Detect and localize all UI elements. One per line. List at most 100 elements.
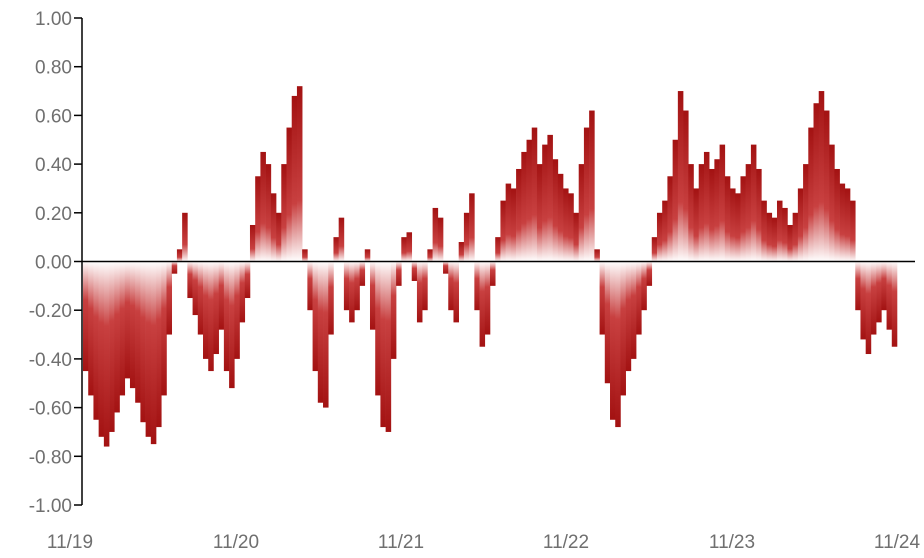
x-tick-label: 11/23 <box>709 532 755 553</box>
bar <box>93 261 99 420</box>
bar <box>510 188 517 262</box>
bar <box>359 261 366 286</box>
bar <box>500 200 506 262</box>
bar <box>312 261 319 372</box>
bar <box>317 261 324 403</box>
bar <box>437 217 444 262</box>
bar <box>745 164 752 262</box>
bar <box>197 261 204 335</box>
bar <box>338 217 345 262</box>
bar <box>213 261 219 355</box>
bar <box>735 193 741 262</box>
bar <box>719 144 726 262</box>
bar <box>578 164 585 262</box>
bar <box>140 261 146 423</box>
bar <box>286 127 293 262</box>
bar <box>630 261 637 359</box>
bar <box>385 261 392 432</box>
y-axis-ticks: 1.00 0.80 0.60 0.40 0.20 0.00 -0.20 -0.40 -0.60 -… <box>29 9 82 517</box>
bar <box>860 261 866 340</box>
bar <box>109 261 115 432</box>
bar <box>573 212 580 262</box>
bar <box>83 261 89 372</box>
bar <box>244 261 251 299</box>
bar <box>782 207 788 262</box>
bar <box>865 261 872 355</box>
bar <box>542 144 548 262</box>
bar <box>458 242 465 262</box>
bar <box>557 173 564 262</box>
bar <box>88 261 94 396</box>
bar <box>270 193 277 262</box>
bar <box>672 139 679 262</box>
bar <box>761 200 767 262</box>
bar <box>636 261 642 335</box>
bar <box>505 183 512 262</box>
bar <box>552 159 559 262</box>
bar <box>276 212 282 262</box>
y-tick-label: -1.00 <box>29 496 72 517</box>
bar <box>354 261 360 311</box>
bar <box>667 176 673 262</box>
bar <box>187 261 193 299</box>
bar <box>406 232 413 262</box>
bar <box>208 261 214 372</box>
x-tick-label: 11/21 <box>378 532 424 553</box>
bar <box>495 237 501 262</box>
bar <box>307 261 313 311</box>
bar <box>323 261 329 408</box>
bar <box>531 127 538 262</box>
bar <box>229 261 235 389</box>
bar <box>876 261 882 323</box>
bar <box>870 261 877 335</box>
bar <box>474 261 480 311</box>
bar <box>516 168 522 262</box>
bar <box>677 91 684 262</box>
bar <box>343 261 350 311</box>
bar <box>396 261 402 286</box>
bar <box>656 212 663 262</box>
bar <box>547 134 553 262</box>
bar <box>479 261 486 347</box>
bar <box>829 144 835 262</box>
bar <box>604 261 611 384</box>
bar <box>536 164 543 262</box>
bar <box>583 127 590 262</box>
y-tick-label: -0.20 <box>29 301 72 322</box>
bar <box>171 261 178 274</box>
bar <box>724 176 731 262</box>
bar <box>886 261 893 330</box>
bar <box>260 151 266 262</box>
bar <box>328 261 334 335</box>
bar <box>192 261 199 316</box>
bar <box>375 261 381 396</box>
bar <box>662 200 668 262</box>
bar <box>683 110 689 262</box>
bar <box>839 183 846 262</box>
bar <box>443 261 449 274</box>
bar <box>422 261 428 311</box>
bar <box>349 261 355 323</box>
bar <box>469 193 475 262</box>
y-tick-label: -0.40 <box>29 350 72 371</box>
bar <box>589 110 595 262</box>
bar <box>291 95 298 262</box>
bar <box>249 224 256 262</box>
bar <box>803 164 809 262</box>
bar <box>620 261 626 396</box>
bar <box>432 207 439 262</box>
bar <box>881 261 887 311</box>
bar <box>844 188 851 262</box>
y-tick-label: -0.80 <box>29 447 72 468</box>
bar <box>369 261 376 330</box>
bar <box>411 261 418 281</box>
bar <box>265 164 272 262</box>
y-tick-label: -0.60 <box>29 399 72 420</box>
bar <box>416 261 423 323</box>
bar <box>797 188 804 262</box>
x-tick-label: 11/19 <box>47 532 93 553</box>
bar <box>281 164 287 262</box>
bar <box>771 217 778 262</box>
bar <box>823 110 830 262</box>
bar <box>182 212 188 262</box>
